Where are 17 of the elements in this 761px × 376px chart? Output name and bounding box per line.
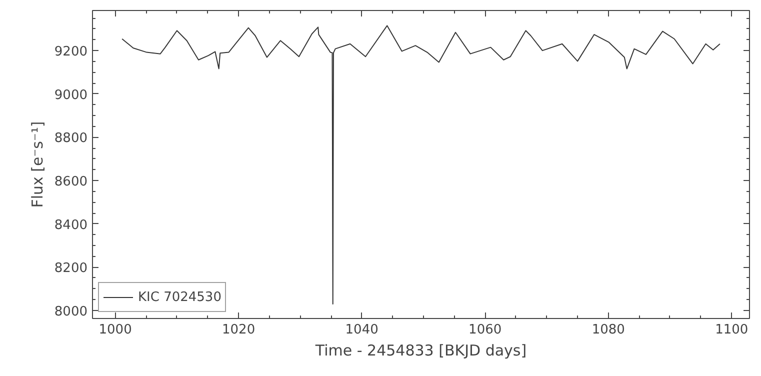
y-tick-label: 9200 <box>54 44 88 60</box>
x-tick-label: 1020 <box>222 322 256 338</box>
y-tick-label: 8400 <box>54 218 88 233</box>
x-tick-label: 1060 <box>468 322 502 338</box>
x-tick-label: 1000 <box>98 322 132 338</box>
y-tick-label: 8000 <box>54 304 88 320</box>
y-tick-label: 8600 <box>54 174 88 190</box>
x-tick-label: 1040 <box>345 322 378 338</box>
legend-label: KIC 7024530 <box>138 290 222 304</box>
x-tick-label: 1080 <box>592 322 625 338</box>
y-axis-title: Flux [e⁻s⁻¹] <box>28 121 46 208</box>
x-tick-label: 1100 <box>715 322 748 338</box>
y-tick-label: 8800 <box>54 131 88 146</box>
y-tick-label: 8200 <box>54 261 88 276</box>
y-tick-label: 9000 <box>54 88 88 103</box>
x-axis-title: Time - 2454833 [BKJD days] <box>314 342 527 360</box>
line-series <box>122 25 720 304</box>
